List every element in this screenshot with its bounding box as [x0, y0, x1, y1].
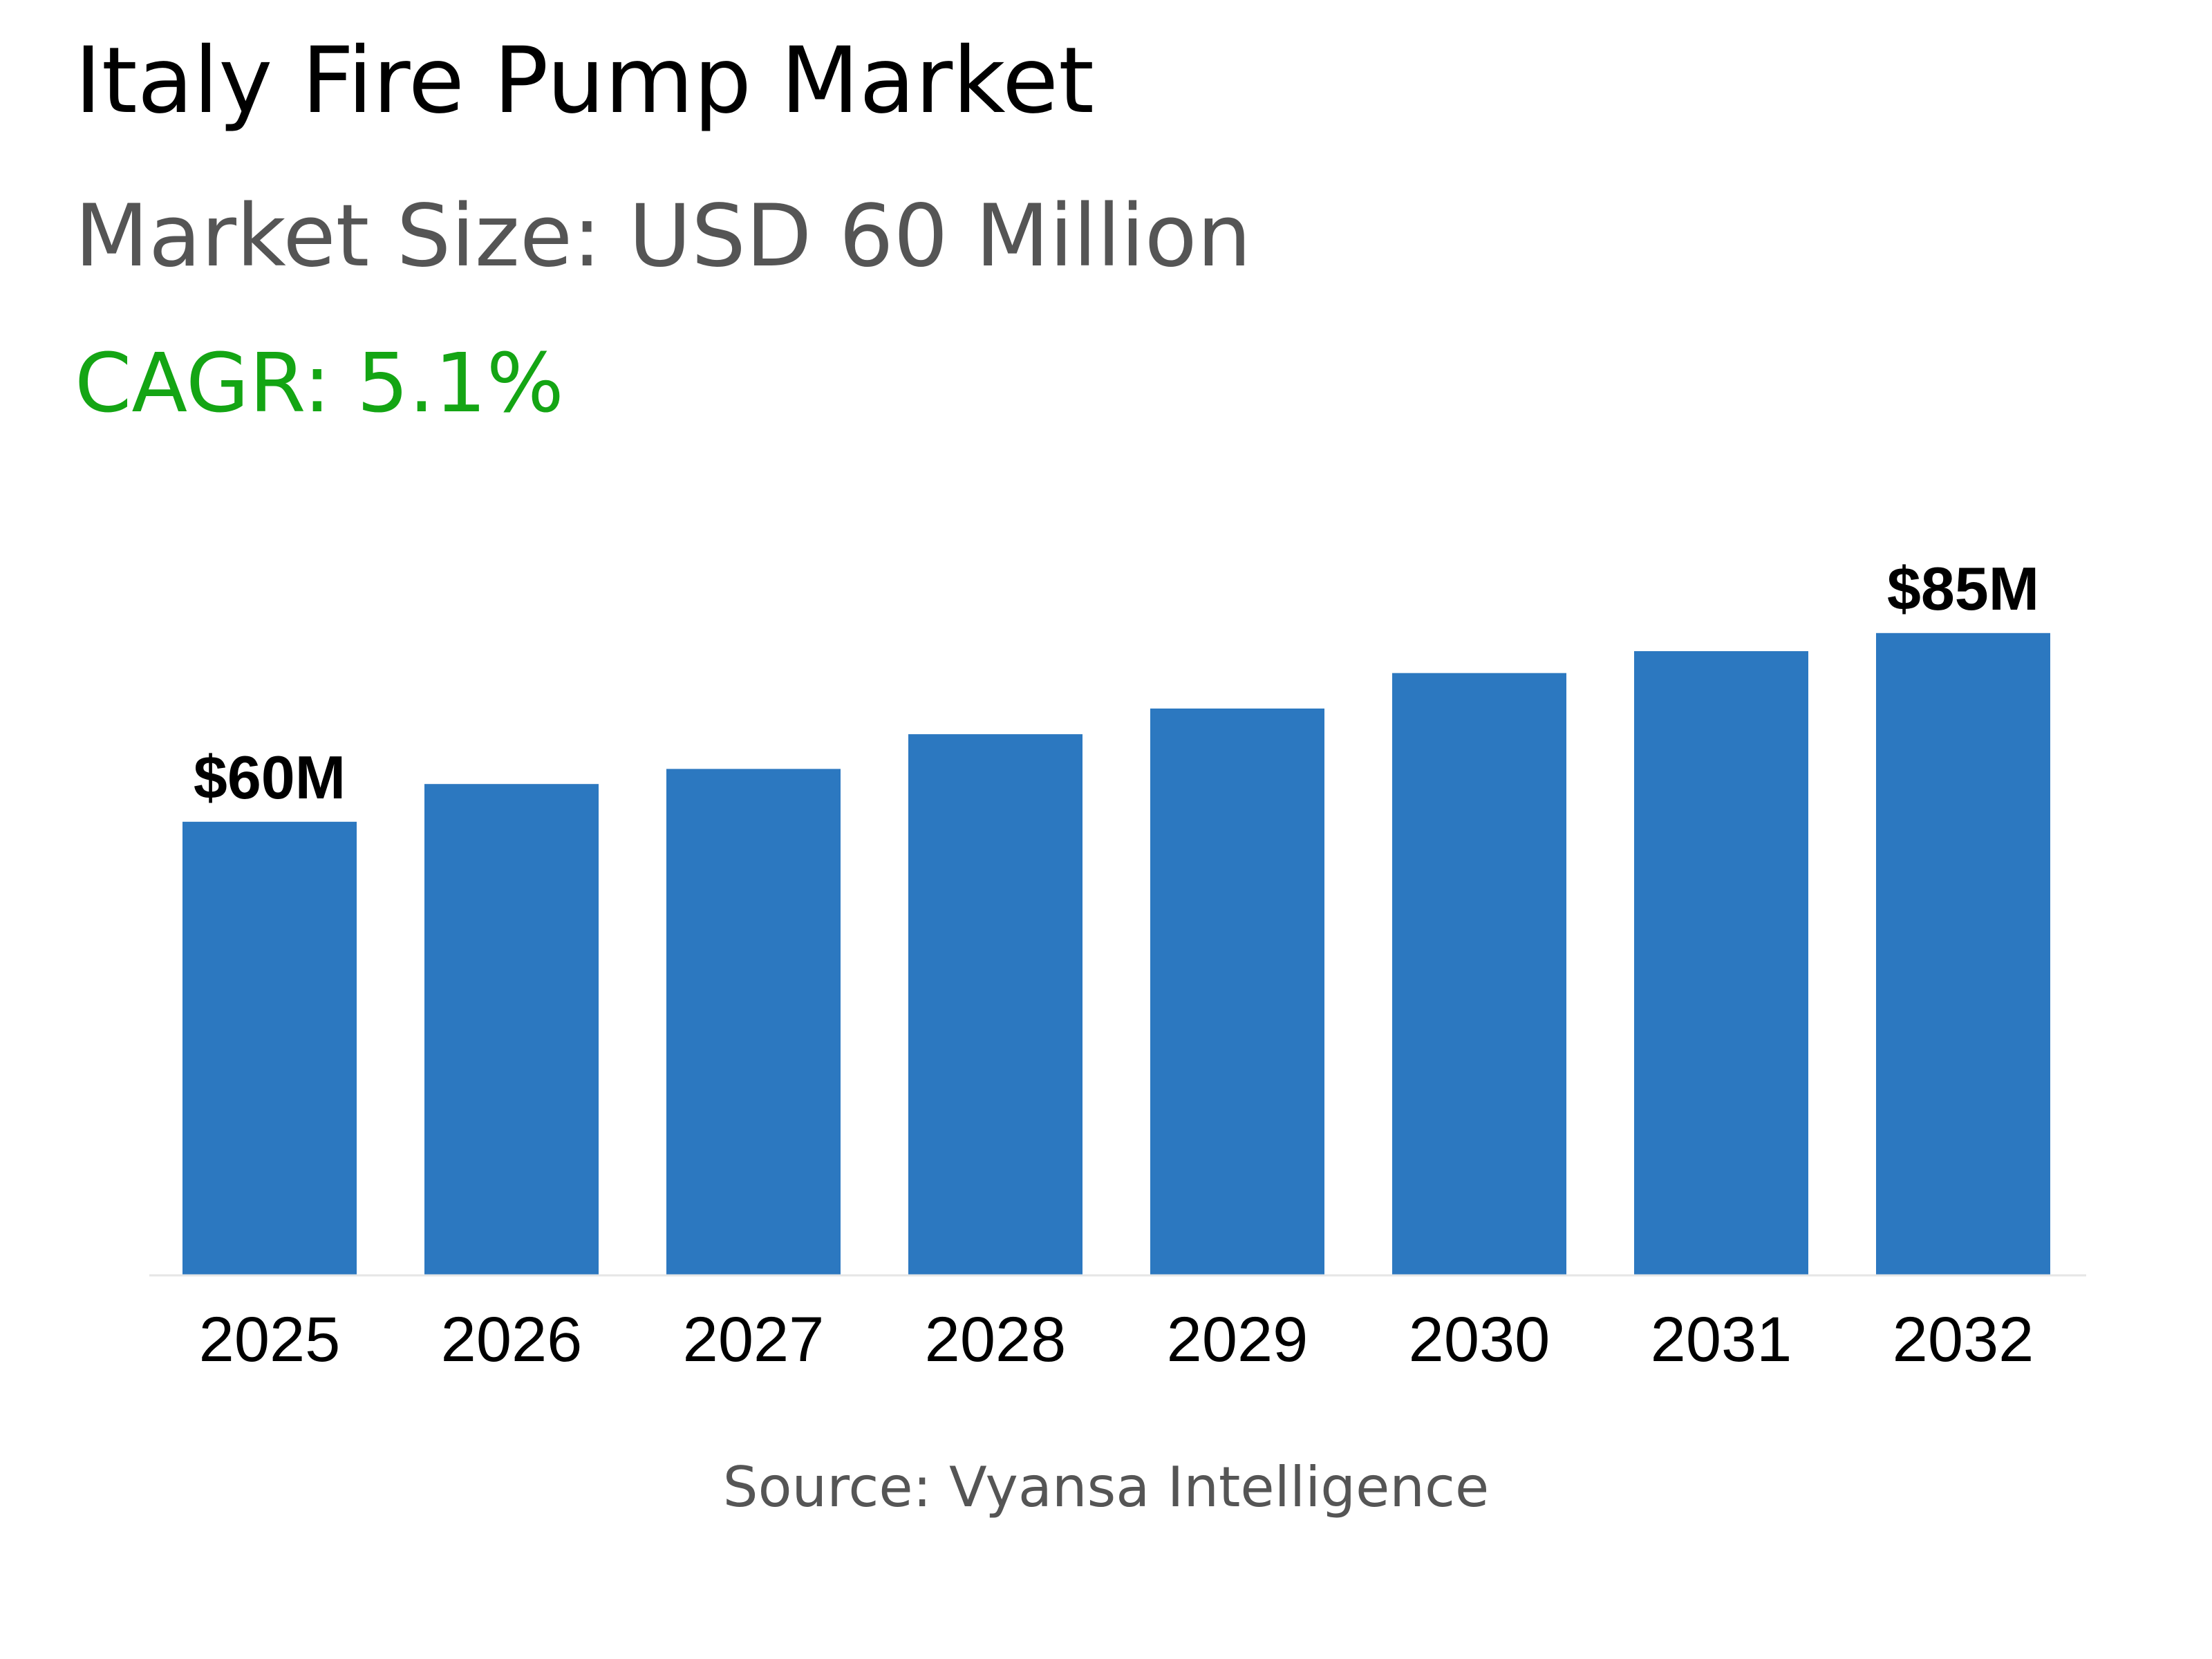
bars-group	[182, 632, 2050, 1275]
x-tick-label-2025: 2025	[199, 1304, 341, 1375]
x-tick-label-2026: 2026	[441, 1304, 583, 1375]
data-label-2025: $60M	[194, 743, 346, 812]
bar-2029	[1150, 709, 1324, 1275]
bar-2032	[1876, 632, 2050, 1275]
data-labels: $60M $85M	[194, 554, 2039, 812]
source-note: Source: Vyansa Intelligence	[722, 1455, 1490, 1519]
x-tick-label-2028: 2028	[925, 1304, 1067, 1375]
x-tick-labels: 2025 2026 2027 2028 2029 2030 2031 2032	[199, 1304, 2034, 1375]
bar-2027	[666, 769, 841, 1275]
bar-2031	[1634, 651, 1808, 1275]
data-label-2032: $85M	[1887, 554, 2039, 623]
x-tick-label-2027: 2027	[683, 1304, 825, 1375]
market-size-subtitle: Market Size: USD 60 Million	[75, 187, 1252, 286]
bar-2028	[908, 734, 1082, 1275]
x-tick-label-2029: 2029	[1167, 1304, 1309, 1375]
bar-2026	[424, 784, 599, 1275]
chart-title: Italy Fire Pump Market	[75, 28, 1094, 134]
bar-2025	[182, 821, 357, 1275]
x-tick-label-2032: 2032	[1893, 1304, 2034, 1375]
x-tick-label-2030: 2030	[1409, 1304, 1550, 1375]
x-tick-label-2031: 2031	[1651, 1304, 1792, 1375]
bar-2030	[1392, 673, 1566, 1275]
cagr-label: CAGR: 5.1%	[75, 335, 564, 431]
